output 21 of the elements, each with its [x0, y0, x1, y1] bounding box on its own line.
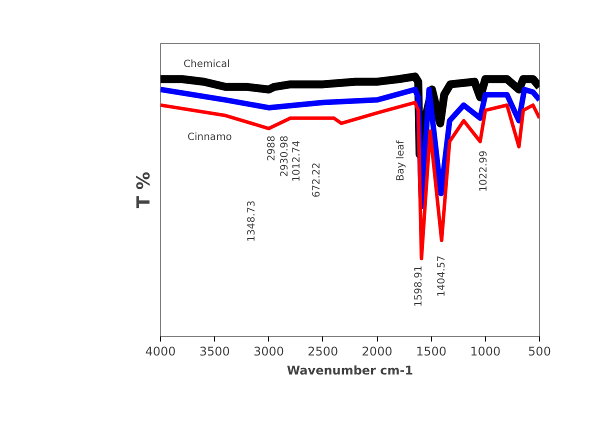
x-tick-label: 4000 — [145, 344, 176, 358]
x-tick-label: 500 — [528, 344, 551, 358]
x-tick-label: 1500 — [416, 344, 446, 358]
x-axis-title: Wavenumber cm-1 — [286, 364, 414, 378]
x-tick-label: 1000 — [470, 344, 501, 358]
annotation: 672.22 — [312, 162, 322, 198]
x-tick-label: 2000 — [362, 344, 392, 358]
annotation: 1012.74 — [292, 140, 302, 182]
text: Bay leaf — [396, 140, 406, 182]
annotation: 1598.91 — [414, 265, 424, 307]
series-label: Cinnamo — [188, 132, 232, 143]
series-label: Chemical — [184, 59, 230, 70]
annotation: 1404.57 — [436, 255, 448, 297]
annotation: 2988 — [266, 135, 278, 161]
x-tick-label: 3500 — [199, 344, 230, 358]
x-tick-label: 3000 — [254, 344, 284, 358]
y-axis-title: T % — [134, 172, 154, 208]
annotation: 1022.99 — [478, 150, 490, 192]
x-tick-label: 2500 — [308, 344, 338, 358]
annotation: 2930.98 — [280, 135, 290, 177]
annotation: 1348.73 — [246, 200, 258, 242]
